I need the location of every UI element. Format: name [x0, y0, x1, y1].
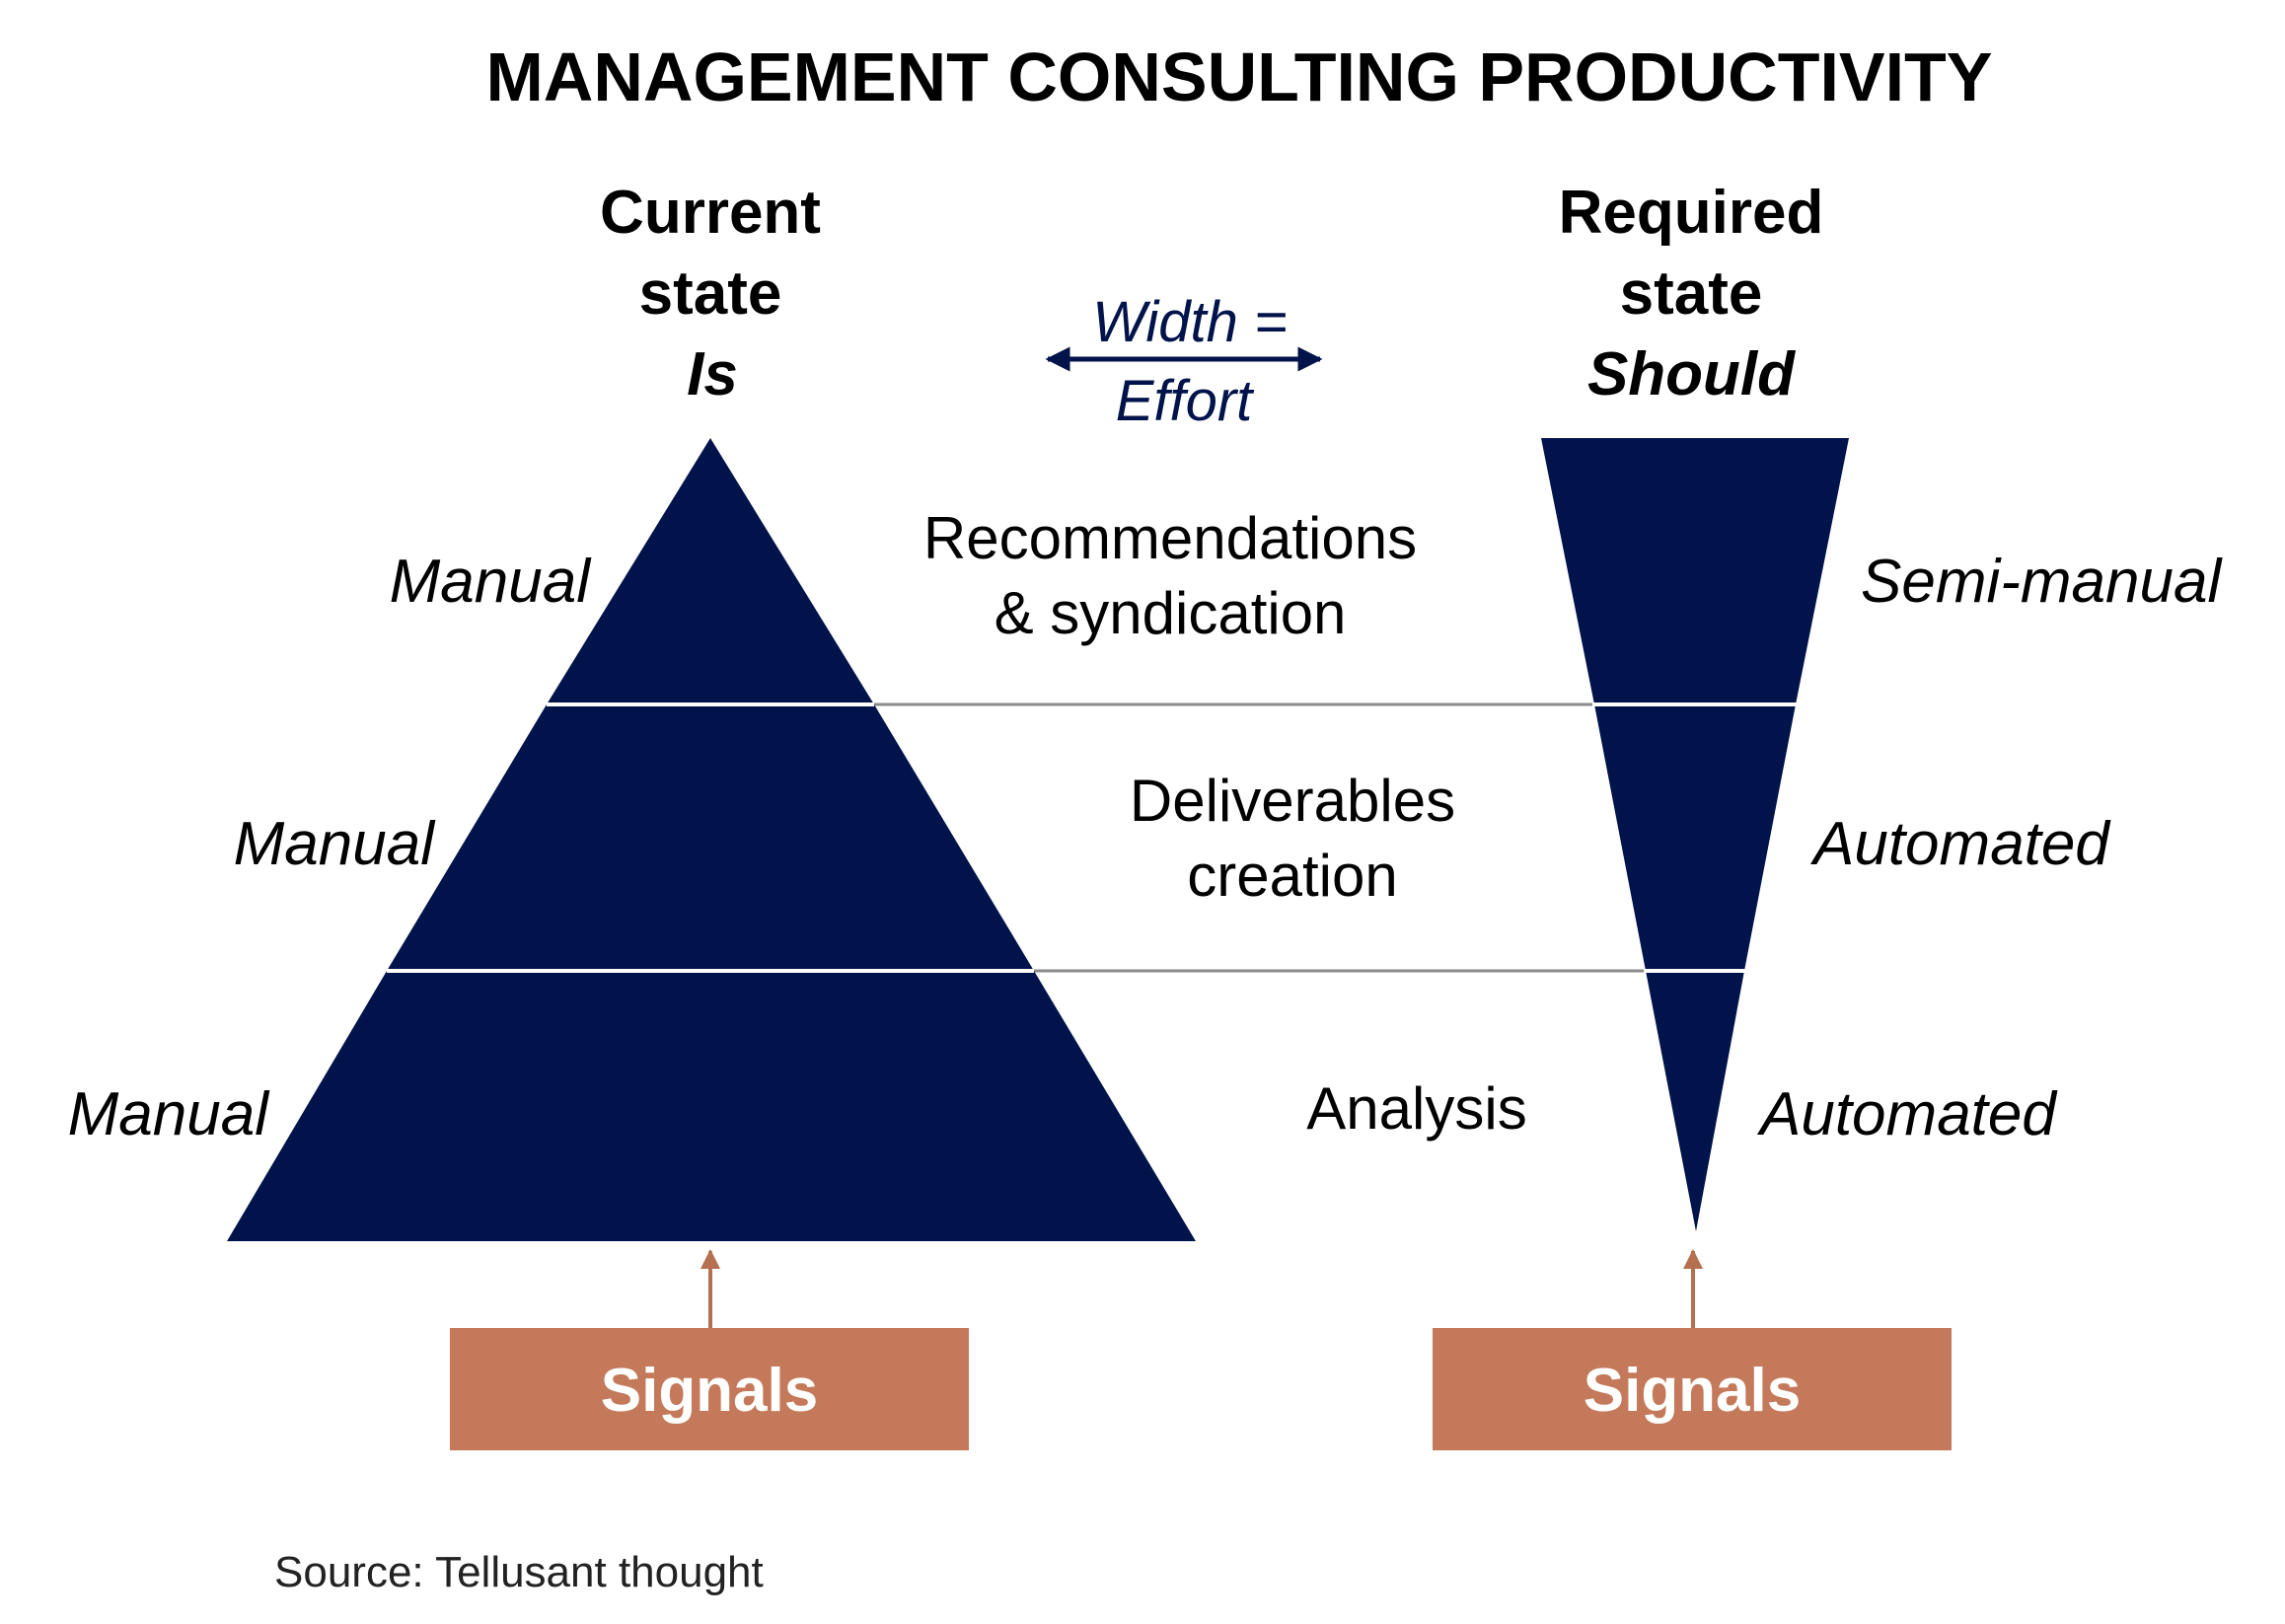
current-state-pyramid [227, 438, 1196, 1241]
required-signals-box: Signals [1433, 1328, 1952, 1450]
source-note: Source: Tellusant thought [274, 1548, 764, 1596]
diagram-title: MANAGEMENT CONSULTING PRODUCTIVITY [485, 38, 1992, 115]
pyramid-bottom-segment [227, 971, 1196, 1241]
pyramid-middle-segment [387, 704, 1034, 971]
layer-recommendations-line2: & syndication [995, 580, 1347, 646]
layer-deliverables-line2: creation [1187, 843, 1397, 909]
required-signals-label: Signals [1584, 1357, 1802, 1425]
layer-deliverables-line1: Deliverables [1130, 768, 1455, 834]
legend-line1: Width = [1092, 290, 1288, 354]
current-heading-line3: Is [687, 340, 738, 408]
required-level-top: Semi-manual [1861, 548, 2223, 616]
required-state-funnel [1541, 438, 1849, 1231]
layer-recommendations: Recommendations & syndication [923, 505, 1417, 646]
current-state-heading: Current state Is [600, 179, 821, 408]
required-level-bottom: Automated [1756, 1080, 2058, 1148]
current-level-middle: Manual [234, 810, 437, 878]
layer-analysis: Analysis [1306, 1075, 1526, 1142]
layer-recommendations-line1: Recommendations [923, 505, 1417, 571]
required-state-heading: Required state Should [1559, 179, 1824, 408]
current-signals-label: Signals [601, 1357, 819, 1425]
width-effort-legend: Width = Effort [1045, 290, 1323, 433]
funnel-bottom-segment [1646, 971, 1744, 1231]
required-heading-line1: Required [1559, 179, 1824, 247]
current-level-bottom: Manual [68, 1080, 271, 1148]
legend-line2: Effort [1116, 369, 1255, 433]
funnel-top-segment [1541, 438, 1849, 704]
current-level-top: Manual [390, 548, 593, 616]
current-heading-line2: state [639, 259, 782, 328]
pyramid-top-segment [547, 438, 874, 704]
required-heading-line3: Should [1587, 340, 1796, 408]
required-heading-line2: state [1620, 259, 1763, 328]
current-heading-line1: Current [600, 179, 821, 247]
funnel-middle-segment [1594, 704, 1796, 971]
current-signals-box: Signals [450, 1328, 969, 1450]
required-level-middle: Automated [1809, 810, 2111, 878]
layer-deliverables: Deliverables creation [1130, 768, 1455, 909]
